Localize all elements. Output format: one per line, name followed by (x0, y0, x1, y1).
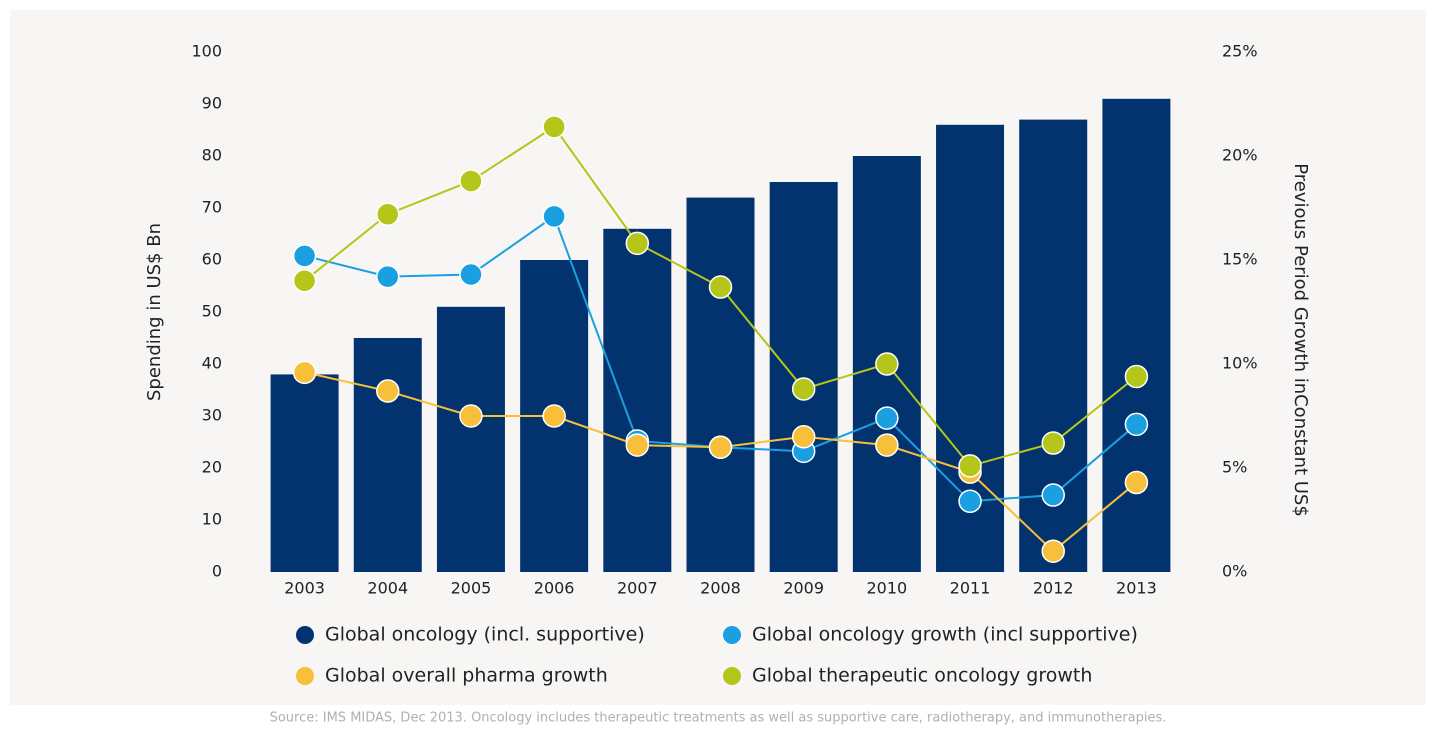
bar (436, 306, 505, 572)
y2-tick-label: 10% (1222, 354, 1258, 373)
legend-label: Global therapeutic oncology growth (752, 665, 1092, 687)
y-tick-label: 0 (212, 562, 222, 581)
line-point (292, 269, 317, 293)
y-tick-label: 50 (202, 302, 222, 321)
x-tick-label: 2012 (1033, 579, 1074, 598)
line-point (542, 115, 566, 139)
line-point (376, 202, 400, 226)
line-point (708, 275, 733, 299)
y-axis-title: Spending in US$ Bn (144, 223, 165, 401)
line-point (1124, 470, 1149, 495)
legend-marker (296, 667, 314, 685)
legend-label: Global overall pharma growth (325, 665, 608, 687)
line-point (459, 404, 483, 428)
x-tick-label: 2003 (284, 579, 325, 598)
x-tick-label: 2010 (867, 579, 908, 598)
legend-marker (723, 667, 741, 685)
line-point (542, 404, 566, 428)
y2-axis-title: Previous Period Growth inConstant US$ (1290, 163, 1311, 517)
legend-label: Global oncology growth (incl supportive) (752, 624, 1138, 646)
line-point (625, 231, 650, 256)
y2-tick-label: 20% (1222, 146, 1258, 165)
bar (353, 338, 422, 572)
line-point (791, 425, 816, 449)
line-point (376, 264, 400, 289)
bar (603, 228, 672, 573)
y2-tick-label: 25% (1222, 42, 1258, 61)
y-tick-label: 20 (202, 458, 222, 477)
y-tick-label: 60 (202, 250, 222, 269)
line-point (542, 204, 566, 229)
y2-tick-label: 15% (1222, 250, 1258, 269)
bar (270, 374, 339, 572)
line-point (708, 435, 733, 459)
line-point (958, 489, 982, 514)
line-point (292, 360, 317, 385)
x-tick-label: 2007 (617, 579, 658, 598)
x-tick-label: 2006 (534, 579, 575, 598)
y-tick-label: 100 (191, 42, 222, 61)
x-tick-label: 2009 (783, 579, 824, 598)
legend-label: Global oncology (incl. supportive) (325, 624, 645, 646)
line-point (459, 169, 483, 193)
line-point (875, 433, 899, 457)
y-tick-label: 80 (202, 146, 222, 165)
line-point (1041, 483, 1065, 507)
line-point (875, 352, 899, 376)
y-tick-label: 70 (202, 198, 222, 217)
legend-marker (296, 626, 314, 644)
line-point (376, 379, 400, 403)
line-point (1041, 431, 1065, 455)
x-tick-label: 2013 (1116, 579, 1157, 598)
line-point (625, 433, 650, 457)
y-tick-label: 10 (202, 510, 222, 529)
x-tick-label: 2008 (700, 579, 741, 598)
line-point (875, 406, 899, 430)
x-tick-label: 2011 (950, 579, 991, 598)
bar (769, 182, 838, 572)
source-note: Source: IMS MIDAS, Dec 2013. Oncology in… (270, 711, 1167, 726)
bar (686, 197, 755, 572)
x-tick-label: 2004 (367, 579, 408, 598)
y-tick-label: 30 (202, 406, 222, 425)
legend-marker (723, 626, 741, 644)
line-point (958, 454, 982, 478)
y-tick-label: 40 (202, 354, 222, 373)
line-point (1041, 539, 1065, 563)
line-point (459, 262, 483, 287)
y2-tick-label: 0% (1222, 562, 1247, 581)
line-point (791, 377, 816, 401)
x-tick-label: 2005 (451, 579, 492, 598)
y-tick-label: 90 (202, 94, 222, 113)
y2-tick-label: 5% (1222, 458, 1247, 477)
line-point (1124, 412, 1149, 437)
line-point (292, 244, 317, 268)
line-point (1124, 364, 1149, 389)
